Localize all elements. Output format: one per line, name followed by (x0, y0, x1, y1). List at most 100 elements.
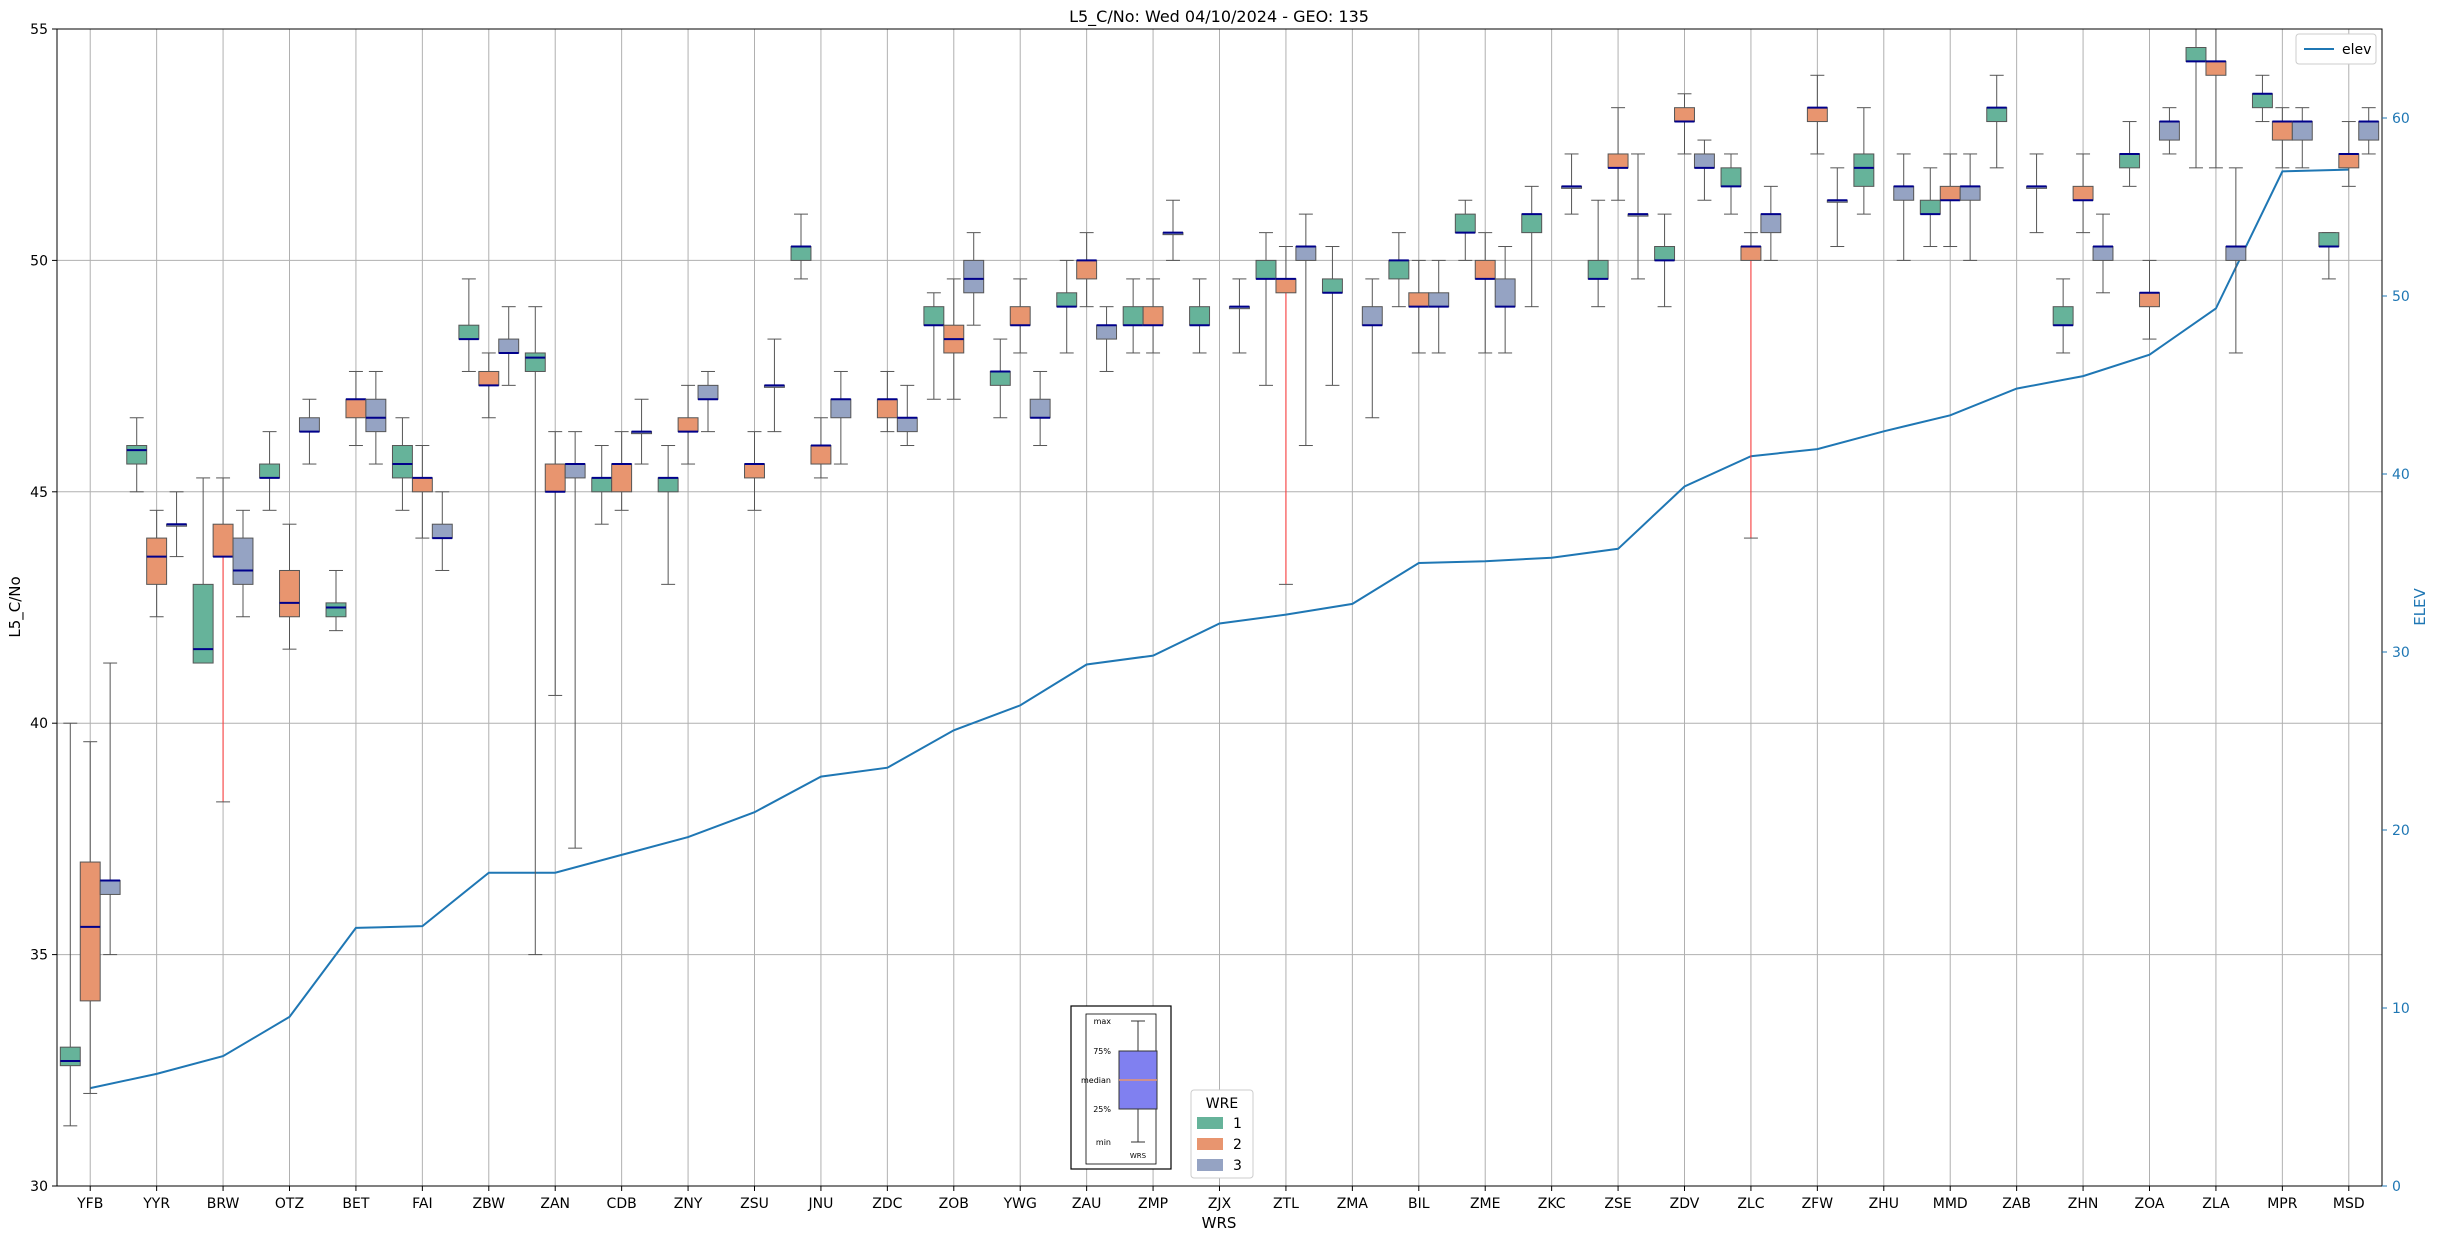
box (544, 463, 566, 493)
box (1122, 306, 1144, 326)
box-series-2 (478, 352, 500, 419)
elev-legend-box (2295, 33, 2377, 65)
box (1408, 292, 1430, 308)
y2-tick-label: 30 (2392, 645, 2410, 661)
box-series-1 (1255, 232, 1277, 386)
box (876, 398, 898, 419)
x-tick-label: BIL (1408, 1196, 1430, 1212)
box (1142, 306, 1164, 326)
box (1295, 246, 1317, 261)
box-series-3 (631, 398, 653, 465)
box-series-2 (146, 509, 168, 618)
wre-legend-swatch-2 (1197, 1138, 1223, 1150)
box (2139, 292, 2160, 308)
x-tick-label: ZHU (1869, 1196, 1899, 1212)
box-series-3 (1428, 259, 1450, 354)
box-series-2 (943, 278, 965, 400)
y2-tick-label: 40 (2392, 467, 2410, 483)
box (1986, 107, 2008, 123)
x-tick-label: BRW (207, 1196, 240, 1212)
box-series-2 (677, 384, 699, 465)
box (59, 1046, 81, 1067)
y-tick-label: 55 (30, 22, 48, 38)
box (2225, 246, 2247, 261)
wre-legend-box (1190, 1089, 1254, 1179)
box (458, 324, 480, 340)
x-tick-label: ZKC (1538, 1196, 1566, 1212)
elev-line (89, 168, 2349, 1090)
box (2358, 121, 2380, 141)
elev-series (89, 168, 2349, 1090)
x-tick-label: ZOA (2135, 1196, 2165, 1212)
box (146, 537, 168, 585)
box (1189, 306, 1211, 326)
wre-legend-label-1: 1 (1233, 1116, 1242, 1132)
box-series-1 (1388, 232, 1410, 308)
box-key-label-q3: 75% (1093, 1047, 1111, 1056)
box (1321, 278, 1343, 294)
box-series-3 (1096, 306, 1118, 372)
box-series-1 (790, 213, 812, 280)
y-tick-label: 50 (30, 253, 48, 269)
box (1474, 259, 1496, 280)
box-series-1 (1654, 213, 1676, 308)
wre-legend-swatch-3 (1197, 1159, 1223, 1171)
box (1959, 185, 1981, 201)
box (989, 370, 1011, 386)
box (744, 463, 765, 479)
x-tick-label: BET (342, 1196, 369, 1212)
x-tick-label: ZME (1470, 1196, 1501, 1212)
box-series-3 (1361, 278, 1383, 419)
wre-legend: WRE 1 2 3 (1190, 1089, 1254, 1179)
box (564, 463, 586, 479)
box-series-3 (166, 491, 188, 558)
box-series-3 (1029, 370, 1051, 447)
box (2318, 232, 2340, 248)
box-key-label-min: min (1096, 1138, 1111, 1147)
elev-legend: elev (2295, 33, 2377, 65)
box-series-2 (1275, 246, 1297, 585)
y-tick-label: 30 (30, 1179, 48, 1195)
box-key-label-q1: 25% (1093, 1105, 1111, 1114)
box (1454, 213, 1476, 234)
y2-tick-label: 20 (2392, 823, 2410, 839)
box (325, 602, 347, 618)
box-series-1 (2119, 121, 2141, 187)
y2-tick-label: 60 (2392, 111, 2410, 127)
box (259, 463, 281, 479)
box (2052, 306, 2074, 326)
box-series-2 (744, 431, 765, 511)
x-tick-label: ZDV (1670, 1196, 1700, 1212)
box (830, 398, 852, 419)
box (790, 246, 812, 261)
box-series-1 (1189, 278, 1211, 354)
box-series-2 (1009, 278, 1031, 354)
x-tick-label: FAI (412, 1196, 432, 1212)
box (1096, 324, 1118, 340)
box (1494, 278, 1516, 308)
box (1388, 259, 1410, 280)
box (1693, 153, 1715, 169)
box-series-3 (298, 398, 320, 465)
box (2251, 93, 2273, 109)
x-tick-label: ZFW (1802, 1196, 1834, 1212)
box (1255, 259, 1277, 280)
box-series-2 (1806, 74, 1828, 155)
x-tick-label: YFB (76, 1196, 103, 1212)
box (963, 259, 985, 294)
box-series-1 (524, 306, 546, 956)
x-tick-label: ZBW (473, 1196, 506, 1212)
box-series-3 (564, 431, 586, 849)
box (1740, 246, 1762, 261)
box-series-3 (2358, 107, 2380, 155)
box (2072, 185, 2094, 201)
box (478, 370, 500, 386)
box (923, 306, 945, 326)
elev-legend-label: elev (2342, 42, 2371, 58)
box (697, 384, 719, 400)
x-tick-label: ZMA (1337, 1196, 1369, 1212)
y-axis-label: L5_C/No (6, 576, 25, 637)
box (2158, 121, 2180, 141)
box-series-3 (697, 370, 719, 433)
box-series-1 (1919, 167, 1941, 248)
